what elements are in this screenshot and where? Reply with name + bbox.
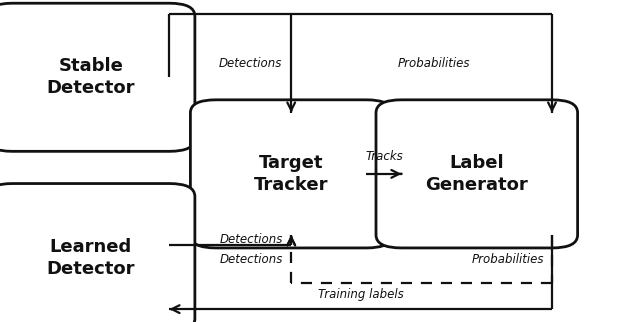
Text: Probabilities: Probabilities (398, 57, 470, 70)
Text: Label
Generator: Label Generator (426, 154, 528, 194)
FancyBboxPatch shape (0, 3, 195, 151)
Text: Stable
Detector: Stable Detector (47, 57, 135, 97)
Text: Tracks: Tracks (365, 150, 403, 163)
Text: Detections: Detections (218, 57, 282, 70)
FancyBboxPatch shape (191, 100, 392, 248)
FancyBboxPatch shape (0, 184, 195, 322)
Text: Detections: Detections (220, 253, 284, 266)
FancyBboxPatch shape (376, 100, 577, 248)
Text: Training labels: Training labels (318, 288, 403, 301)
Text: Target
Tracker: Target Tracker (254, 154, 328, 194)
Text: Detections: Detections (220, 233, 284, 246)
Text: Probabilities: Probabilities (472, 253, 545, 266)
Text: Learned
Detector: Learned Detector (47, 238, 135, 278)
